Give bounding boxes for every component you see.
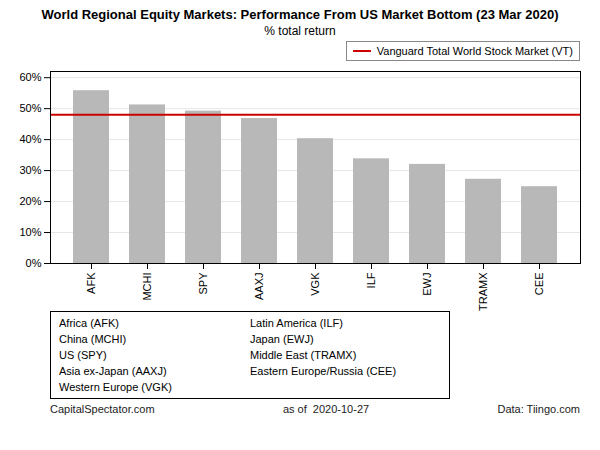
svg-text:CEE: CEE [533,273,545,296]
svg-text:EWJ: EWJ [421,273,433,296]
svg-text:ILF: ILF [365,272,377,288]
svg-text:VGK: VGK [309,272,321,296]
html-text:as of 2020-10-27: as of 2020-10-27 [282,403,370,415]
html-text:Africa (AFK): Africa (AFK) [59,317,119,329]
html-text:Middle East (TRAMX): Middle East (TRAMX) [250,349,357,361]
html-text:Japan (EWJ): Japan (EWJ) [250,333,314,345]
svg-text:AAXJ: AAXJ [253,273,265,301]
svg-text:20%: 20% [19,195,41,207]
html-text:Latin America (ILF): Latin America (ILF) [250,317,343,329]
html-text:CapitalSpectator.com: CapitalSpectator.com [50,403,155,415]
svg-text:SPY: SPY [197,272,209,295]
html-text:Data: Tiingo.com: Data: Tiingo.com [497,403,580,415]
html-text:Asia ex-Japan (AAXJ): Asia ex-Japan (AAXJ) [59,365,167,377]
html-text:Vanguard Total World Stock Mar: Vanguard Total World Stock Market (VT) [376,45,573,57]
svg-text:AFK: AFK [85,272,97,294]
svg-text:50%: 50% [19,102,41,114]
html-text:World Regional Equity Markets:: World Regional Equity Markets: Performan… [41,7,559,22]
html-text:China (MCHI): China (MCHI) [59,333,127,345]
html-text:% total return: % total return [264,24,336,38]
svg-text:MCHI: MCHI [141,273,153,301]
svg-text:10%: 10% [19,226,41,238]
svg-text:30%: 30% [19,164,41,176]
svg-text:TRAMX: TRAMX [477,272,489,311]
svg-text:0%: 0% [26,257,42,269]
svg-text:40%: 40% [19,133,41,145]
svg-text:60%: 60% [19,71,41,83]
html-text:Western Europe (VGK): Western Europe (VGK) [59,381,172,393]
html-text:Eastern Europe/Russia (CEE): Eastern Europe/Russia (CEE) [250,365,397,377]
html-text:US (SPY): US (SPY) [59,349,107,361]
